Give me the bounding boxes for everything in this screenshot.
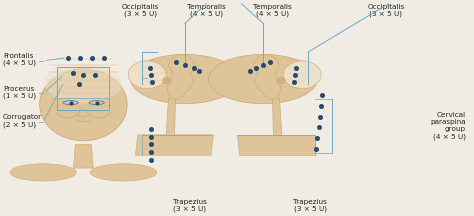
Ellipse shape (63, 101, 78, 105)
Text: Frontalis
(4 × 5 U): Frontalis (4 × 5 U) (3, 53, 36, 67)
Text: Trapezius
(3 × 5 U): Trapezius (3 × 5 U) (293, 199, 327, 212)
Text: Corrugator
(2 × 5 U): Corrugator (2 × 5 U) (3, 114, 42, 128)
Ellipse shape (277, 77, 285, 84)
Ellipse shape (163, 77, 171, 84)
Polygon shape (167, 54, 194, 99)
Text: Trapezius
(3 × 5 U): Trapezius (3 × 5 U) (173, 199, 207, 212)
Ellipse shape (128, 61, 166, 89)
Polygon shape (73, 145, 93, 168)
Text: Temporalis
(4 × 5 U): Temporalis (4 × 5 U) (187, 4, 226, 17)
Ellipse shape (10, 164, 76, 181)
Text: Procerus
(1 × 5 U): Procerus (1 × 5 U) (3, 86, 36, 99)
Text: Temporalis
(4 × 5 U): Temporalis (4 × 5 U) (253, 4, 292, 17)
Polygon shape (136, 135, 213, 155)
Bar (57, 67, 109, 110)
Ellipse shape (89, 101, 104, 105)
Polygon shape (237, 135, 315, 155)
Text: Cervical
paraspina
group
(4 × 5 U): Cervical paraspina group (4 × 5 U) (430, 113, 466, 140)
Ellipse shape (283, 61, 321, 89)
Text: Occipitalis
(3 × 5 U): Occipitalis (3 × 5 U) (367, 4, 404, 17)
Polygon shape (166, 98, 175, 136)
Ellipse shape (91, 164, 156, 181)
Polygon shape (254, 54, 281, 99)
Circle shape (131, 54, 239, 104)
Circle shape (209, 54, 318, 104)
Polygon shape (273, 98, 282, 136)
Ellipse shape (40, 69, 127, 141)
Text: Occipitalis
(3 × 5 U): Occipitalis (3 × 5 U) (121, 4, 159, 17)
Ellipse shape (45, 64, 122, 103)
